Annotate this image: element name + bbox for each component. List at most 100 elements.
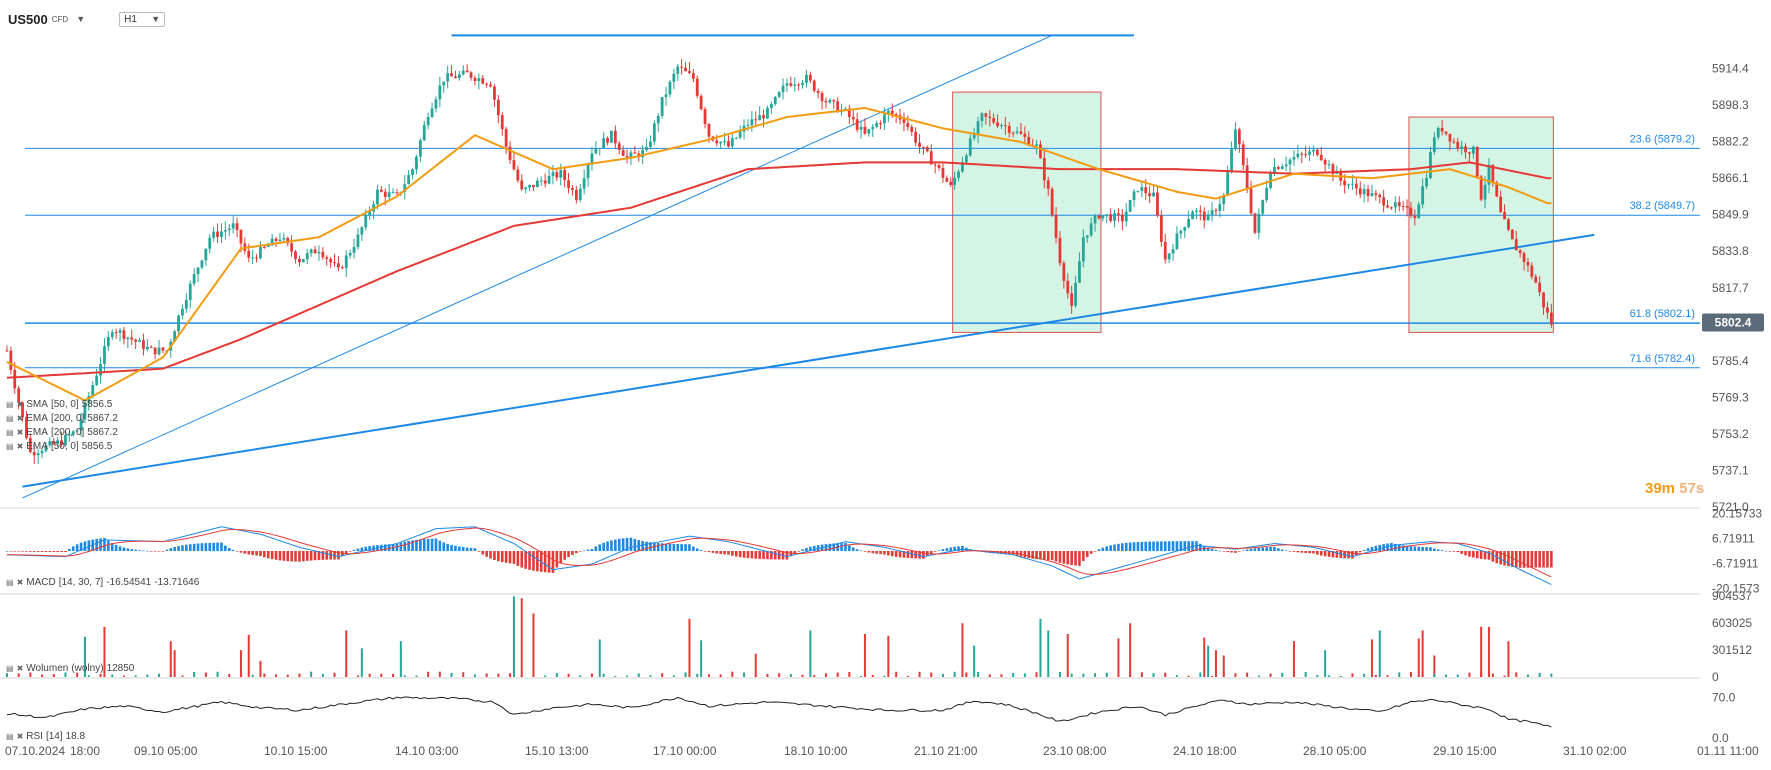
candle-body[interactable] [1179, 230, 1183, 234]
candle-body[interactable] [1386, 205, 1389, 208]
candle-body[interactable] [762, 115, 765, 119]
candle-body[interactable] [1374, 193, 1378, 195]
candle-body[interactable] [1062, 263, 1066, 281]
candle-body[interactable] [126, 337, 130, 340]
candle-body[interactable] [418, 140, 422, 157]
candle-body[interactable] [48, 441, 52, 446]
candle-body[interactable] [649, 141, 652, 147]
candle-body[interactable] [1468, 152, 1471, 154]
candle-body[interactable] [83, 403, 87, 420]
candle-body[interactable] [836, 101, 840, 112]
candle-body[interactable] [828, 100, 832, 103]
candle-body[interactable] [5, 350, 9, 352]
candle-body[interactable] [173, 331, 177, 342]
candle-body[interactable] [1538, 282, 1542, 293]
candle-body[interactable] [629, 152, 633, 158]
candle-body[interactable] [212, 231, 216, 238]
candle-body[interactable] [426, 117, 430, 126]
candle-body[interactable] [239, 229, 243, 244]
candle-body[interactable] [415, 156, 418, 170]
candle-body[interactable] [1487, 164, 1491, 185]
candle-body[interactable] [1054, 214, 1058, 238]
candle-body[interactable] [145, 346, 149, 350]
candle-body[interactable] [976, 121, 980, 135]
candle-body[interactable] [660, 97, 664, 116]
candle-body[interactable] [547, 175, 551, 184]
candle-body[interactable] [598, 148, 602, 150]
candle-body[interactable] [832, 100, 836, 102]
candle-body[interactable] [777, 92, 781, 97]
candle-body[interactable] [789, 83, 793, 86]
candle-body[interactable] [286, 238, 290, 244]
candle-body[interactable] [953, 177, 957, 185]
candle-body[interactable] [103, 346, 106, 364]
candle-body[interactable] [1530, 265, 1534, 277]
candle-body[interactable] [325, 257, 329, 260]
settings-icon[interactable]: ▤ [6, 413, 14, 423]
candle-body[interactable] [672, 73, 676, 82]
candle-body[interactable] [1549, 312, 1553, 325]
candle-body[interactable] [793, 84, 797, 86]
candle-body[interactable] [1237, 129, 1241, 145]
candle-body[interactable] [1343, 180, 1347, 186]
candle-body[interactable] [184, 299, 188, 309]
candle-body[interactable] [99, 363, 102, 376]
legend-item[interactable]: ▤ ✖ SMA [50, 0] 5856.5 [6, 398, 113, 410]
candle-body[interactable] [95, 375, 99, 386]
symbol-name[interactable]: US500 [8, 11, 48, 27]
candle-body[interactable] [407, 174, 411, 185]
candle-body[interactable] [1432, 137, 1436, 153]
candle-body[interactable] [1456, 141, 1460, 149]
candle-body[interactable] [1366, 189, 1370, 197]
candle-body[interactable] [348, 252, 352, 256]
candle-body[interactable] [360, 227, 364, 235]
candle-body[interactable] [972, 134, 976, 139]
candle-body[interactable] [118, 330, 122, 333]
candle-body[interactable] [555, 172, 559, 178]
candle-body[interactable] [1066, 280, 1070, 294]
candle-body[interactable] [1007, 125, 1011, 133]
candle-body[interactable] [1187, 219, 1191, 228]
candle-body[interactable] [192, 274, 196, 284]
candle-body[interactable] [352, 247, 356, 253]
settings-icon[interactable]: ▤ [6, 427, 14, 437]
candle-body[interactable] [251, 257, 255, 259]
candle-body[interactable] [32, 452, 36, 456]
candle-body[interactable] [625, 155, 629, 158]
candle-body[interactable] [1085, 235, 1089, 238]
candle-body[interactable] [1191, 211, 1194, 220]
candle-body[interactable] [134, 339, 138, 342]
candle-body[interactable] [1315, 149, 1319, 155]
candle-body[interactable] [695, 78, 699, 96]
candle-body[interactable] [894, 114, 898, 116]
close-icon[interactable]: ✖ [16, 731, 24, 741]
candle-body[interactable] [1097, 215, 1101, 219]
candle-body[interactable] [309, 249, 313, 254]
candle-body[interactable] [543, 180, 547, 184]
candle-body[interactable] [500, 115, 504, 130]
candle-body[interactable] [1128, 200, 1132, 212]
candle-body[interactable] [988, 116, 992, 119]
candle-body[interactable] [699, 95, 703, 110]
candle-body[interactable] [1152, 192, 1155, 197]
timeframe-select[interactable]: H1 ▼ [119, 11, 166, 27]
candle-body[interactable] [1475, 146, 1479, 177]
candle-body[interactable] [1308, 151, 1311, 155]
candle-body[interactable] [60, 440, 63, 446]
candle-body[interactable] [871, 126, 875, 130]
candle-body[interactable] [1257, 213, 1261, 233]
candle-body[interactable] [17, 388, 21, 403]
candle-body[interactable] [1526, 261, 1530, 266]
candle-body[interactable] [578, 188, 582, 201]
candle-body[interactable] [968, 138, 972, 156]
candle-body[interactable] [610, 130, 613, 143]
candle-body[interactable] [40, 451, 44, 454]
candle-body[interactable] [766, 108, 769, 119]
candle-body[interactable] [925, 147, 929, 152]
candle-body[interactable] [524, 187, 528, 190]
candle-body[interactable] [1081, 237, 1085, 262]
candle-body[interactable] [1312, 149, 1315, 152]
candle-body[interactable] [785, 83, 789, 86]
candle-body[interactable] [1440, 127, 1444, 132]
candle-body[interactable] [719, 141, 723, 144]
